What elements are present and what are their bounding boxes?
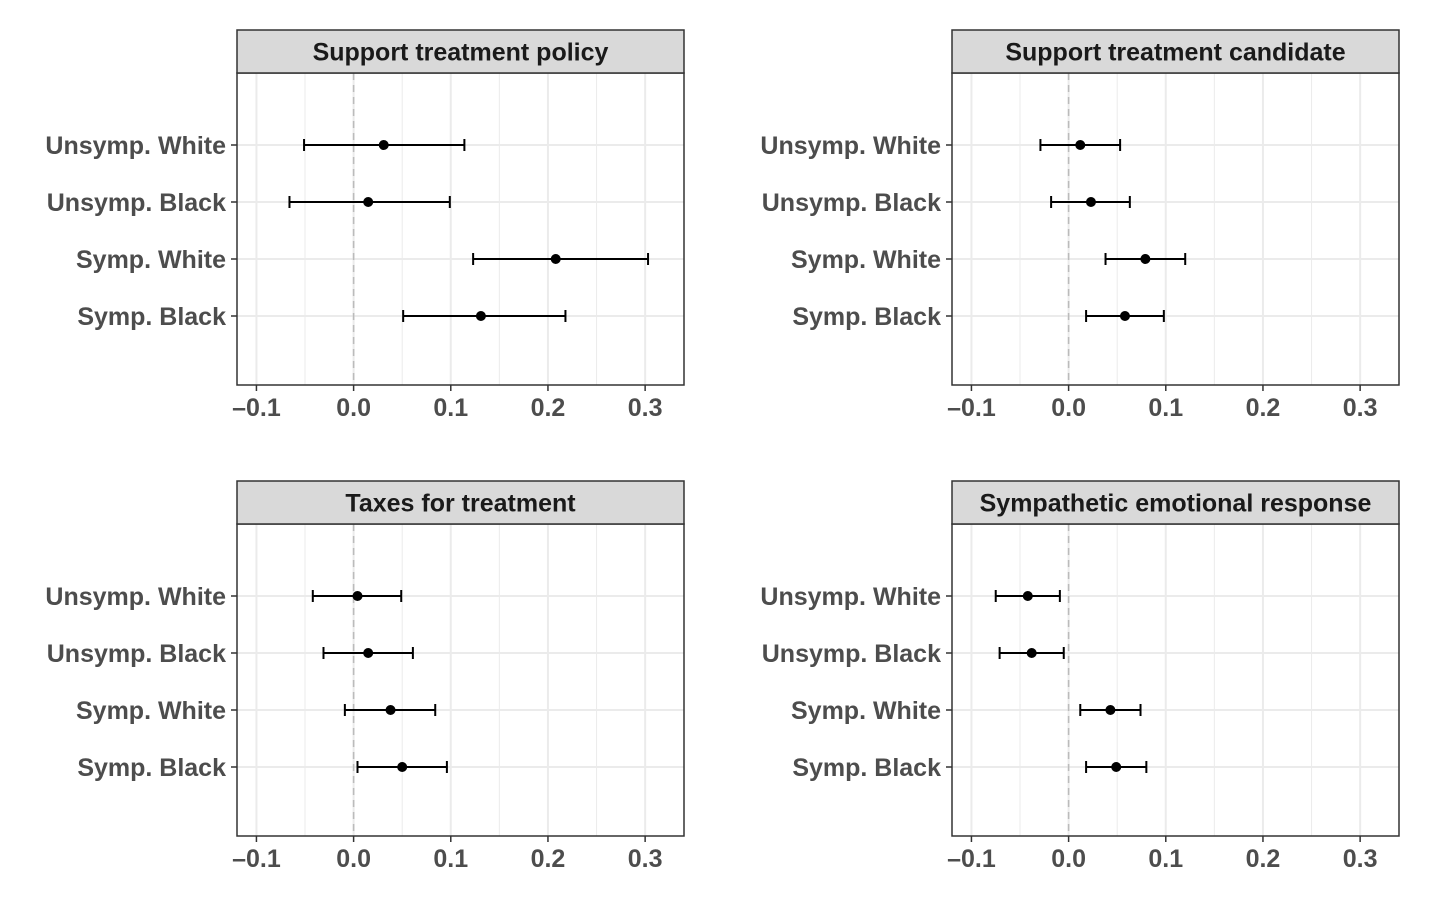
y-tick-label: Symp. White (76, 246, 226, 274)
point-estimate (1111, 762, 1122, 772)
point-estimate (1119, 311, 1130, 321)
x-tick-label: 0.2 (1246, 845, 1281, 873)
y-tick-label: Unsymp. Black (762, 189, 941, 217)
panel-1: Support treatment policy Unsymp. White Uns… (45, 29, 685, 422)
x-tick-label: 0.3 (628, 845, 663, 873)
point-estimate (475, 311, 486, 321)
facet-strip (236, 29, 685, 74)
facet-strip (236, 480, 685, 525)
y-tick-label: Symp. White (791, 697, 941, 725)
y-tick-label: Unsymp. White (45, 132, 226, 160)
x-tick-label: 0.3 (628, 394, 663, 422)
point-estimate (385, 705, 396, 715)
y-tick-label: Unsymp. Black (47, 189, 226, 217)
y-tick-label: Unsymp. White (760, 132, 941, 160)
x-tick-label: –0.1 (947, 845, 996, 873)
y-tick-label: Unsymp. White (45, 583, 226, 611)
panel-2: Support treatment candidate Unsymp. White… (760, 29, 1400, 422)
y-tick-label: Unsymp. Black (47, 640, 226, 668)
y-tick-label: Symp. Black (77, 754, 226, 782)
x-tick-label: 0.1 (1148, 845, 1183, 873)
x-tick-label: –0.1 (232, 394, 281, 422)
x-tick-label: 0.0 (336, 845, 371, 873)
panel-background (237, 524, 684, 836)
facet-title: Support treatment candidate (1005, 39, 1345, 67)
x-tick-label: 0.1 (433, 845, 468, 873)
point-estimate (1026, 648, 1037, 658)
facet-title: Support treatment policy (313, 39, 609, 67)
x-tick-label: 0.1 (1148, 394, 1183, 422)
x-tick-label: 0.0 (336, 394, 371, 422)
x-tick-label: 0.2 (531, 394, 566, 422)
y-tick-label: Unsymp. White (760, 583, 941, 611)
point-estimate (1075, 140, 1086, 150)
facet-strip (951, 29, 1400, 74)
point-estimate (378, 140, 389, 150)
panel-background (237, 73, 684, 385)
panel-3: Taxes for treatment Unsymp. White Unsymp. … (45, 480, 685, 873)
point-estimate (1105, 705, 1116, 715)
y-tick-label: Symp. White (791, 246, 941, 274)
point-estimate (550, 254, 561, 264)
facet-strip (951, 480, 1400, 525)
x-tick-label: 0.2 (1246, 394, 1281, 422)
point-estimate (1140, 254, 1151, 264)
facet-title: Taxes for treatment (345, 490, 576, 518)
x-tick-label: 0.0 (1051, 394, 1086, 422)
point-estimate (363, 197, 374, 207)
x-tick-label: –0.1 (232, 845, 281, 873)
y-tick-label: Symp. Black (792, 754, 941, 782)
point-estimate (352, 591, 363, 601)
panel-4: Sympathetic emotional response Unsymp. Wh… (760, 480, 1400, 873)
panel-background (952, 524, 1399, 836)
panel-background (952, 73, 1399, 385)
point-estimate (363, 648, 374, 658)
x-tick-label: 0.0 (1051, 845, 1086, 873)
x-tick-label: 0.1 (433, 394, 468, 422)
y-tick-label: Unsymp. Black (762, 640, 941, 668)
point-estimate (397, 762, 408, 772)
point-estimate (1085, 197, 1096, 207)
x-tick-label: –0.1 (947, 394, 996, 422)
y-tick-label: Symp. Black (792, 303, 941, 331)
x-tick-label: 0.2 (531, 845, 566, 873)
y-tick-label: Symp. White (76, 697, 226, 725)
x-tick-label: 0.3 (1343, 394, 1378, 422)
x-tick-label: 0.3 (1343, 845, 1378, 873)
y-tick-label: Symp. Black (77, 303, 226, 331)
point-estimate (1022, 591, 1033, 601)
facet-title: Sympathetic emotional response (980, 490, 1372, 518)
